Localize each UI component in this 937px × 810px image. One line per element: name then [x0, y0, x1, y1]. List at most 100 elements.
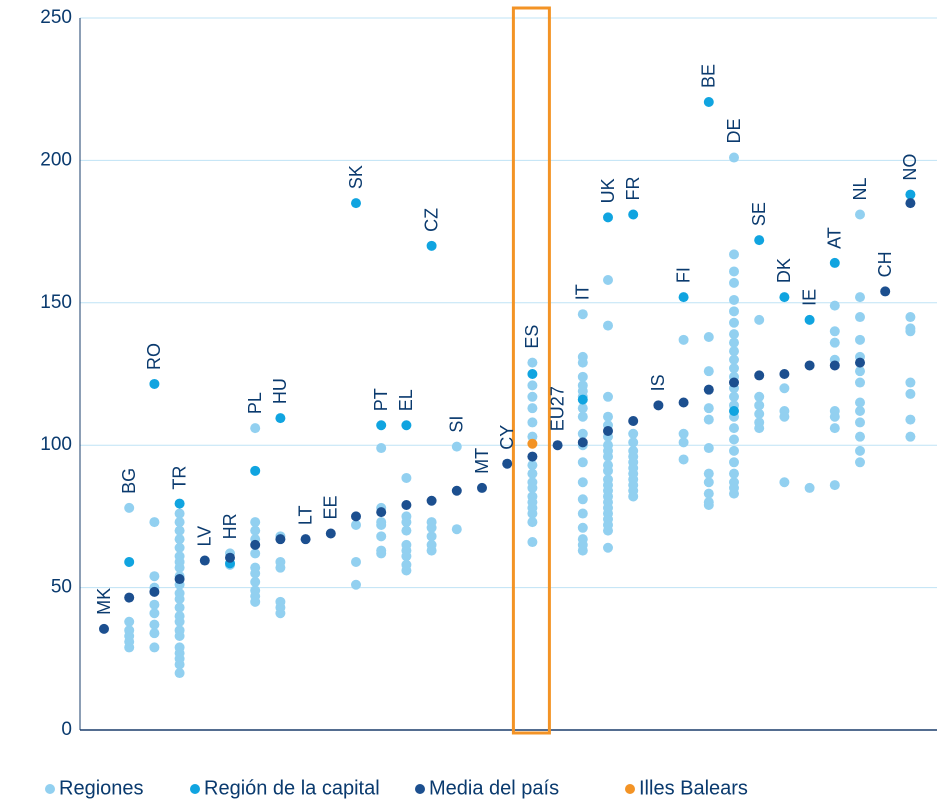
dot [577, 428, 588, 439]
dot [426, 495, 437, 506]
dot [779, 383, 790, 394]
dot [174, 534, 185, 545]
dot [174, 525, 185, 536]
dot [124, 592, 135, 603]
dot [829, 480, 840, 491]
dot [729, 249, 739, 260]
dot [552, 440, 563, 451]
dot [149, 642, 160, 653]
dot [628, 491, 639, 502]
dot [855, 312, 865, 323]
dot [905, 326, 916, 337]
dot [124, 502, 135, 513]
dot [577, 357, 588, 368]
dot [678, 334, 689, 345]
dot [703, 403, 714, 414]
dot [703, 488, 714, 499]
category-label: EE [321, 495, 341, 519]
dot [174, 542, 185, 553]
dot [628, 209, 639, 220]
category-label: AT [825, 227, 845, 249]
dot [855, 406, 865, 417]
dot [729, 377, 739, 388]
dot [678, 428, 689, 439]
dot [351, 579, 361, 590]
category-label: CY [497, 425, 517, 450]
dot [603, 275, 613, 286]
dot [376, 443, 387, 454]
dot [451, 524, 462, 535]
dot [300, 534, 311, 545]
legend-label: Regiones [59, 777, 144, 799]
dot [703, 477, 714, 488]
category-label: PL [245, 392, 265, 414]
dot [754, 391, 765, 402]
dot [703, 331, 714, 342]
dot [351, 511, 361, 522]
dot [527, 468, 538, 479]
dot [729, 266, 739, 277]
dot [149, 599, 160, 610]
dot [275, 608, 286, 619]
dot [603, 425, 613, 436]
dot [174, 593, 185, 604]
category-label: HU [270, 378, 290, 404]
dot [527, 537, 538, 548]
highlight-box [511, 6, 551, 735]
dot [829, 337, 840, 348]
dot [829, 326, 840, 337]
dot [628, 415, 639, 426]
dot [855, 357, 865, 368]
dot [376, 531, 387, 542]
dot [149, 619, 160, 630]
dot [174, 517, 185, 528]
dot [527, 403, 538, 414]
legend-marker [415, 784, 425, 794]
dot [829, 300, 840, 311]
legend-marker [190, 784, 200, 794]
dot [779, 477, 790, 488]
dot [577, 508, 588, 519]
dot [426, 240, 437, 251]
dot [603, 525, 613, 536]
dot [451, 485, 462, 496]
dot [905, 198, 916, 209]
dot [754, 235, 765, 246]
dot [325, 528, 336, 539]
legend-label: Región de la capital [204, 777, 380, 799]
dot [577, 522, 588, 533]
dot [703, 414, 714, 425]
category-label: CZ [421, 208, 441, 232]
dot [250, 539, 261, 550]
dot [729, 337, 739, 348]
dot [527, 482, 538, 493]
category-label: FI [673, 267, 693, 283]
y-tick-label: 150 [40, 292, 72, 313]
dot [149, 628, 160, 639]
dot [779, 369, 790, 379]
dot [754, 370, 765, 381]
dot [729, 391, 739, 402]
dot [729, 434, 739, 445]
dot [250, 576, 261, 587]
dot [376, 519, 387, 530]
dot [678, 437, 689, 448]
category-label: BG [119, 468, 139, 494]
dot [855, 397, 865, 408]
dot [577, 437, 588, 448]
dot [577, 309, 588, 320]
category-label: LV [195, 526, 215, 547]
dot [527, 380, 538, 391]
dot [174, 616, 185, 627]
dot [250, 423, 261, 434]
category-label: EU27 [547, 386, 567, 431]
dot [527, 357, 538, 368]
dot [275, 562, 286, 573]
dot [527, 451, 538, 462]
dot [250, 517, 261, 528]
dot [527, 460, 538, 471]
dot [603, 391, 613, 402]
dot [653, 400, 664, 411]
dot [729, 346, 739, 357]
dot [426, 531, 437, 542]
